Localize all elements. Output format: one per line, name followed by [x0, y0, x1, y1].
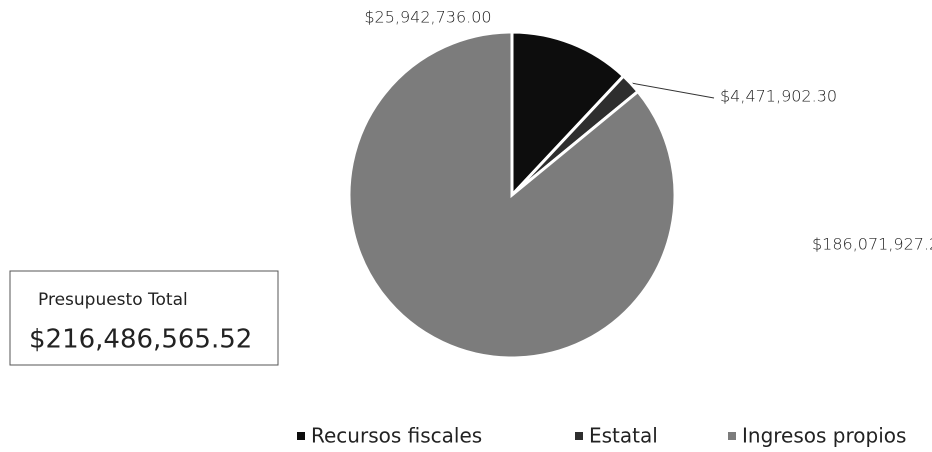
legend-swatch	[575, 432, 583, 440]
legend-label: Estatal	[589, 424, 658, 448]
total-value: $216,486,565.52	[29, 325, 252, 355]
legend-swatch	[728, 432, 736, 440]
pie-slice	[510, 30, 626, 199]
legend-label: Recursos fiscales	[311, 424, 482, 448]
total-box	[9, 270, 279, 366]
pie-slice	[347, 30, 677, 360]
total-title: Presupuesto Total	[38, 290, 188, 310]
leader-line	[630, 82, 715, 99]
legend-swatch	[297, 432, 305, 440]
data-label: $4,471,902.30	[720, 87, 837, 106]
data-label: $186,071,927.22	[812, 235, 932, 254]
legend-label: Ingresos propios	[742, 424, 906, 448]
data-label: $25,942,736.00	[364, 8, 491, 27]
